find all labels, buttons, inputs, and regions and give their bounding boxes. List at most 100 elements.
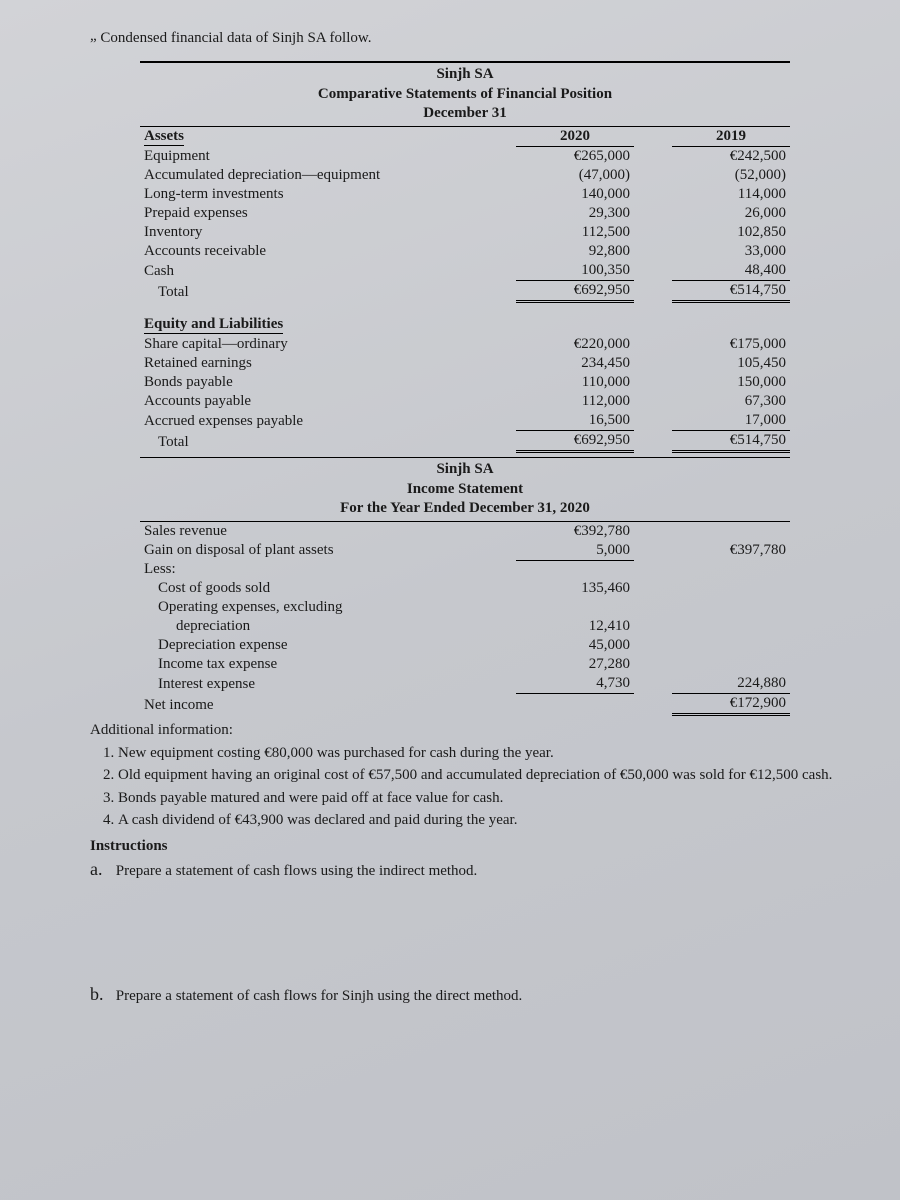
bullet-mark: „	[90, 28, 97, 45]
less-row: Less:	[140, 560, 790, 579]
row-val: 27,280	[516, 655, 634, 674]
row-val: 150,000	[672, 373, 790, 392]
row-val	[672, 522, 790, 541]
row-val: 48,400	[672, 261, 790, 281]
total-val: €692,950	[516, 281, 634, 302]
task-a-text: Prepare a statement of cash flows using …	[116, 863, 478, 879]
total-val: €514,750	[672, 431, 790, 452]
task-b-text: Prepare a statement of cash flows for Si…	[116, 988, 523, 1004]
row-label: Share capital—ordinary	[140, 335, 516, 354]
row-val: 92,800	[516, 242, 634, 261]
stmt2-heading: Income Statement	[407, 481, 523, 497]
asset-row: Equipment€265,000 €242,500	[140, 147, 790, 167]
row-label: Cost of goods sold	[140, 579, 516, 598]
asset-row: Inventory112,500102,850	[140, 223, 790, 242]
net-label: Net income	[140, 694, 516, 715]
row-val: 12,410	[516, 617, 634, 636]
el-row: Bonds payable110,000 150,000	[140, 373, 790, 392]
stmt2-date: For the Year Ended December 31, 2020	[340, 500, 590, 516]
assets-header: Assets	[144, 128, 184, 146]
row-val	[516, 598, 634, 617]
el-row: Share capital—ordinary€220,000 €175,000	[140, 335, 790, 354]
row-val: €397,780	[672, 541, 790, 561]
row-val: €265,000	[516, 147, 634, 167]
net-val: €172,900	[672, 694, 790, 715]
row-label: Sales revenue	[140, 522, 516, 541]
total-label: Total	[140, 431, 516, 452]
total-label: Total	[140, 281, 516, 302]
row-val: €220,000	[516, 335, 634, 354]
row-label: Prepaid expenses	[140, 204, 516, 223]
stmt2-company: Sinjh SA	[436, 461, 493, 477]
row-label: Long-term investments	[140, 185, 516, 204]
task-marker-b: b.	[90, 984, 112, 1005]
row-label: depreciation	[140, 617, 516, 636]
addl-item: Bonds payable matured and were paid off …	[118, 788, 840, 808]
el-row: Accrued expenses payable16,50017,000	[140, 411, 790, 431]
row-val: €392,780	[516, 522, 634, 541]
addl-item: A cash dividend of €43,900 was declared …	[118, 810, 840, 830]
income-statement-table: Sales revenue€392,780 Gain on disposal o…	[140, 522, 790, 717]
row-label: Equipment	[140, 147, 516, 167]
row-val: 135,460	[516, 579, 634, 598]
row-label: Accounts payable	[140, 392, 516, 411]
less-item: Interest expense4,730224,880	[140, 674, 790, 694]
row-label: Cash	[140, 261, 516, 281]
row-val: 33,000	[672, 242, 790, 261]
row-val: (52,000)	[672, 166, 790, 185]
el-total-row: Total€692,950 €514,750	[140, 431, 790, 452]
row-val: 105,450	[672, 354, 790, 373]
balance-sheet-table: Assets 2020 2019 Equipment€265,000 €242,5…	[140, 127, 790, 454]
additional-info: Additional information: New equipment co…	[90, 722, 840, 1005]
asset-row: Accounts receivable92,800 33,000	[140, 242, 790, 261]
row-label: Gain on disposal of plant assets	[140, 541, 516, 561]
row-val: 29,300	[516, 204, 634, 223]
is-row: Gain on disposal of plant assets5,000€39…	[140, 541, 790, 561]
net-income-row: Net income €172,900	[140, 694, 790, 715]
row-label: Depreciation expense	[140, 636, 516, 655]
row-val: 140,000	[516, 185, 634, 204]
el-header: Equity and Liabilities	[144, 316, 283, 334]
row-val: 45,000	[516, 636, 634, 655]
addl-header: Additional information:	[90, 722, 233, 738]
stmt1-heading: Comparative Statements of Financial Posi…	[318, 86, 612, 102]
task-b: b. Prepare a statement of cash flows for…	[90, 984, 840, 1005]
row-val: €175,000	[672, 335, 790, 354]
row-val: 102,850	[672, 223, 790, 242]
less-item: Cost of goods sold135,460	[140, 579, 790, 598]
addl-item: Old equipment having an original cost of…	[118, 765, 840, 785]
task-marker-a: a.	[90, 859, 112, 880]
less-item: Income tax expense27,280	[140, 655, 790, 674]
asset-row: Accumulated depreciation—equipment(47,00…	[140, 166, 790, 185]
header-row: Assets 2020 2019	[140, 127, 790, 147]
row-val: 114,000	[672, 185, 790, 204]
less-item: Depreciation expense45,000	[140, 636, 790, 655]
balance-sheet-block: Sinjh SA Comparative Statements of Finan…	[140, 61, 790, 716]
less-item: Operating expenses, excluding	[140, 598, 790, 617]
col-2020: 2020	[516, 127, 634, 147]
row-val: €242,500	[672, 147, 790, 167]
row-val: 110,000	[516, 373, 634, 392]
row-val: 234,450	[516, 354, 634, 373]
asset-row: Prepaid expenses29,30026,000	[140, 204, 790, 223]
row-val: (47,000)	[516, 166, 634, 185]
stmt1-date: December 31	[423, 105, 506, 121]
row-label: Bonds payable	[140, 373, 516, 392]
addl-item: New equipment costing €80,000 was purcha…	[118, 743, 840, 763]
row-label: Income tax expense	[140, 655, 516, 674]
total-val: €514,750	[672, 281, 790, 302]
row-val: 112,000	[516, 392, 634, 411]
intro-text: Condensed financial data of Sinjh SA fol…	[100, 30, 371, 46]
task-a: a. Prepare a statement of cash flows usi…	[90, 859, 840, 880]
row-label: Accrued expenses payable	[140, 411, 516, 431]
row-label: Inventory	[140, 223, 516, 242]
row-label: Accounts receivable	[140, 242, 516, 261]
row-val: 224,880	[672, 674, 790, 694]
instructions-header: Instructions	[90, 838, 840, 855]
stmt2-title: Sinjh SA Income Statement For the Year E…	[140, 457, 790, 522]
total-val: €692,950	[516, 431, 634, 452]
row-val: 16,500	[516, 411, 634, 431]
page-container: „ Condensed financial data of Sinjh SA f…	[0, 0, 900, 1200]
stmt1-company: Sinjh SA	[436, 66, 493, 82]
row-val: 67,300	[672, 392, 790, 411]
